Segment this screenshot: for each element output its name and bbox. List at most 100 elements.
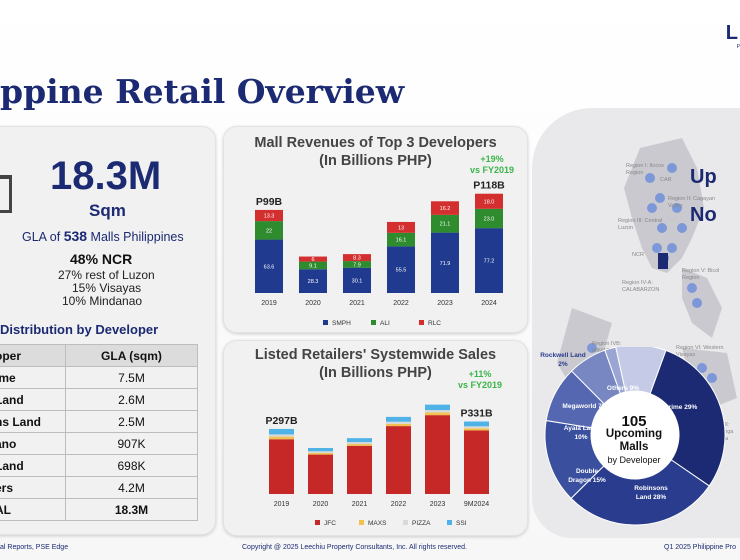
bar-ssi <box>347 438 372 443</box>
map-region-label: Region III: Central Luzon <box>618 218 663 231</box>
gla-value: 2.5M <box>65 410 198 433</box>
map-region-label: NCR <box>632 252 644 258</box>
bar-pizza <box>464 426 489 429</box>
revenue-title-line2: (In Billions PHP) <box>319 153 432 169</box>
donut-slice <box>649 349 726 487</box>
callout-label: P118B <box>473 180 505 192</box>
bar-maxs <box>347 444 372 446</box>
logo-subtext: P <box>736 44 740 50</box>
donut-center-count: 105 <box>621 413 647 430</box>
x-tick-label: 2023 <box>430 501 446 508</box>
x-tick-label: 2021 <box>349 300 365 307</box>
bar-value-label: 7.9 <box>353 262 361 268</box>
bar-pizza <box>425 410 450 413</box>
table-row: ime7.5M <box>0 366 198 389</box>
bar-rlc <box>299 256 327 262</box>
bar-pizza <box>308 451 333 454</box>
legend-swatch <box>323 320 328 325</box>
x-tick-label: 2019 <box>274 501 290 508</box>
developer-name: ano <box>0 432 66 455</box>
x-tick-label: 2020 <box>305 300 321 307</box>
table-row: ano907K <box>0 432 198 455</box>
sales-chart: 2019 P297B 2020 2021 2022 2023 9M2024 P331B JFC M… <box>265 404 493 527</box>
legend-swatch <box>403 520 408 525</box>
column-header-developer: oper <box>0 344 66 367</box>
callout-label: P331B <box>460 407 493 419</box>
legend-label: ALI <box>380 320 390 327</box>
x-tick-label: 2019 <box>261 300 277 307</box>
bar-pizza <box>347 442 372 445</box>
revenue-growth: +19% vs FY2019 <box>462 154 522 176</box>
footer-report: Q1 2025 Philippine Pro <box>664 544 736 551</box>
bar-rlc <box>475 193 503 209</box>
bar-ali <box>431 214 459 233</box>
bar-rlc <box>255 209 283 222</box>
sales-growth-pct: +11% <box>468 369 492 379</box>
bar-ali <box>475 208 503 229</box>
sales-growth-note: vs FY2019 <box>457 380 503 390</box>
distribution-luzon: 27% rest of Luzon <box>58 268 155 282</box>
page-title: ppine Retail Overview <box>0 72 405 111</box>
legend-label: RLC <box>428 320 441 327</box>
mall-location-dots <box>587 163 717 383</box>
bar-ssi <box>269 428 294 435</box>
sales-title-line2: (In Billions PHP) <box>319 365 432 381</box>
mall-dot <box>655 193 665 203</box>
sales-chart-title: Listed Retailers' Systemwide Sales (In B… <box>223 346 528 382</box>
donut-label: Robinsons Land 28% <box>634 485 668 501</box>
ncr-share: 48% NCR <box>70 251 133 267</box>
bar-smph <box>475 228 503 293</box>
legend-swatch <box>447 520 452 525</box>
distribution-visayas: 15% Visayas <box>72 281 142 295</box>
revenue-chart-title: Mall Revenues of Top 3 Developers (In Bi… <box>223 134 528 170</box>
mall-dot <box>587 343 597 353</box>
developer-name: ns Land <box>0 410 66 433</box>
donut-center-line1: Upcoming <box>605 428 663 440</box>
map-graphic <box>557 138 737 408</box>
mall-dot <box>677 223 687 233</box>
donut-center-label: 105 Upcoming Malls by Developer <box>597 413 671 467</box>
revenue-chart: 63.6 22 13.3 2019 P99B 28.3 9.16 2020 30.1 7.98.3… <box>255 180 505 327</box>
mall-dot <box>707 373 717 383</box>
bar-value-label: 16.1 <box>396 238 407 244</box>
legend-swatch <box>359 520 364 525</box>
luzon-shape <box>624 138 704 273</box>
developer-name: Land <box>0 454 66 477</box>
donut-label: Rockwell Land 2% <box>540 352 586 368</box>
total-label: AL <box>0 498 66 521</box>
malls-count: 538 <box>63 228 88 244</box>
callout-label: P99B <box>256 196 283 208</box>
mall-dot <box>647 203 657 213</box>
gla-prefix: GLA of <box>22 230 64 244</box>
donut-slice <box>570 459 710 526</box>
table-row: ers4.2M <box>0 476 198 499</box>
x-tick-label: 2024 <box>481 300 497 307</box>
column-header-gla: GLA (sqm) <box>65 344 198 367</box>
map-region-label: Region VI: Western Visayas <box>676 345 724 358</box>
x-tick-label: 2023 <box>437 300 453 307</box>
footer-copyright: Copyright @ 2025 Leechiu Property Consul… <box>242 544 467 551</box>
mall-dot <box>697 363 707 373</box>
bar-ali <box>255 221 283 240</box>
total-value: 18.3M <box>65 498 198 521</box>
gla-value: 698K <box>65 454 198 477</box>
gla-value: 4.2M <box>65 476 198 499</box>
gla-suffix: Malls Philippines <box>87 230 184 244</box>
x-tick-label: 2022 <box>393 300 409 307</box>
bar-smph <box>431 232 459 293</box>
bar-value-label: 21.1 <box>440 222 451 228</box>
donut-label: Ayala Land 10% <box>563 425 599 441</box>
mall-dot <box>667 163 677 173</box>
bar-jfc <box>269 439 294 494</box>
map-region-label: Region IV-A: CALABARZON <box>622 280 660 293</box>
bar-ssi <box>308 448 333 452</box>
bar-pizza <box>386 421 411 424</box>
mall-dot <box>672 203 682 213</box>
footer-source: al Reports, PSE Edge <box>0 544 69 551</box>
bar-jfc <box>308 454 333 494</box>
gla-description: GLA of 538 Malls Philippines <box>22 228 184 244</box>
donut-label: Megaworld 7% <box>562 403 608 410</box>
bar-smph <box>343 267 371 293</box>
